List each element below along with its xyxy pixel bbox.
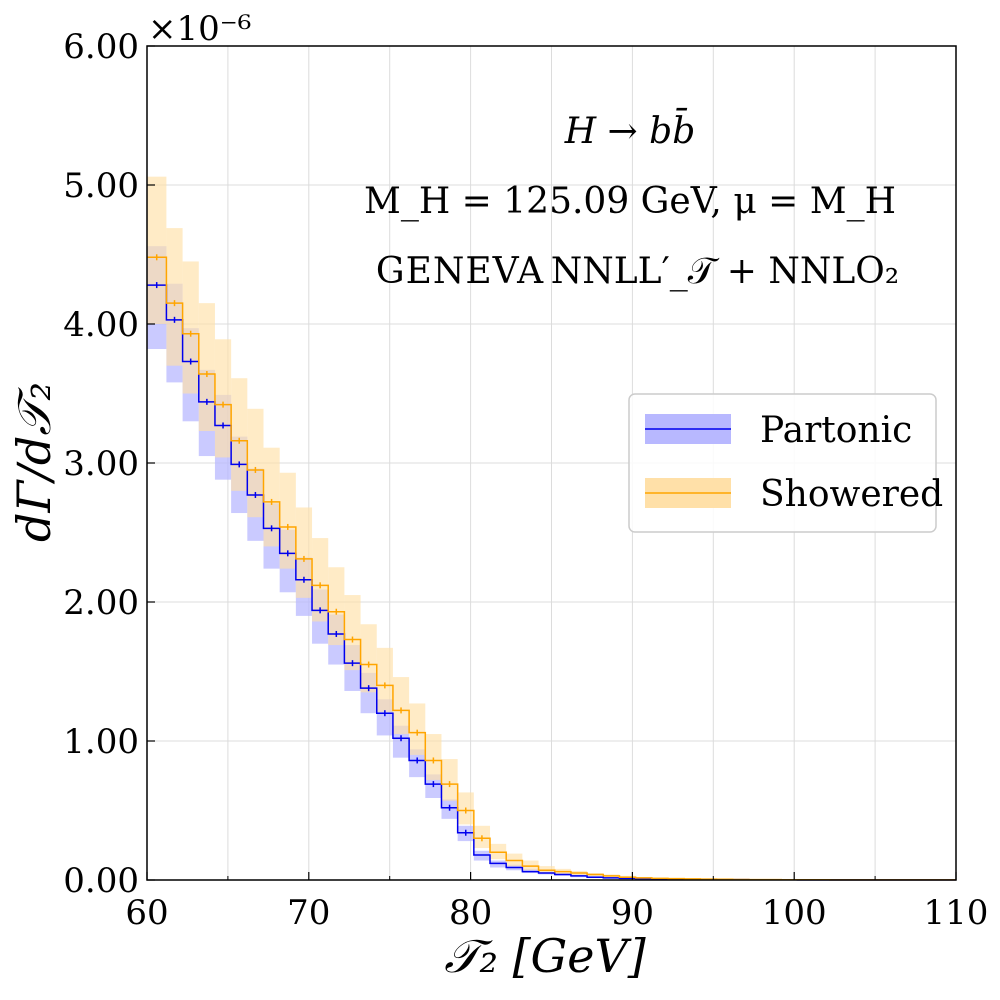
- x-axis-title: 𝒯₂ [GeV]: [444, 929, 645, 983]
- band-showered: [392, 677, 410, 735]
- band-showered: [344, 595, 361, 671]
- y-tick-label: 4.00: [63, 305, 139, 345]
- band-showered: [312, 538, 329, 622]
- band-showered: [198, 303, 215, 432]
- band-showered: [409, 703, 426, 755]
- band-showered: [376, 647, 393, 712]
- band-showered: [295, 507, 313, 598]
- x-tick-label: 90: [611, 893, 654, 933]
- band-showered: [328, 567, 345, 646]
- band-showered: [147, 176, 167, 324]
- y-axis-title: dΓ/d𝒯₂: [7, 382, 61, 542]
- x-tick-label: 60: [125, 893, 168, 933]
- band-showered: [425, 734, 442, 780]
- band-showered: [182, 261, 199, 394]
- x-tick-label: 70: [287, 893, 330, 933]
- legend: Partonic Showered: [628, 393, 943, 533]
- y-scale-label: ×10⁻⁶: [148, 9, 251, 49]
- annotation-generator: GENEVA: [376, 251, 544, 292]
- band-showered: [441, 759, 458, 801]
- annotation-process: H → bb̄: [564, 108, 696, 152]
- axis-ticks: 60 70 80 90 100 110 0.00 1.00 2.00 3.00 4.00 5.00 6.…: [63, 27, 988, 933]
- x-tick-label: 80: [449, 893, 492, 933]
- y-tick-label: 3.00: [63, 444, 139, 484]
- band-showered: [231, 378, 248, 491]
- y-tick-label: 0.00: [63, 861, 139, 901]
- y-tick-label: 1.00: [63, 722, 139, 762]
- annotation-accuracy: NNLL′_𝒯 + NNLO₂: [551, 251, 899, 292]
- y-tick-label: 6.00: [63, 27, 139, 67]
- x-tick-label: 110: [924, 893, 989, 933]
- band-showered: [360, 624, 377, 693]
- band-showered: [279, 472, 296, 569]
- legend-label-showered: Showered: [760, 474, 943, 515]
- annotation-parameters: M_H = 125.09 GeV, μ = M_H: [364, 181, 896, 222]
- band-showered: [214, 339, 232, 458]
- y-tick-label: 2.00: [63, 583, 139, 623]
- legend-label-partonic: Partonic: [760, 410, 912, 451]
- y-tick-label: 5.00: [63, 166, 139, 206]
- band-showered: [263, 447, 280, 547]
- band-showered: [166, 228, 183, 366]
- x-tick-label: 100: [762, 893, 827, 933]
- band-showered: [247, 408, 264, 518]
